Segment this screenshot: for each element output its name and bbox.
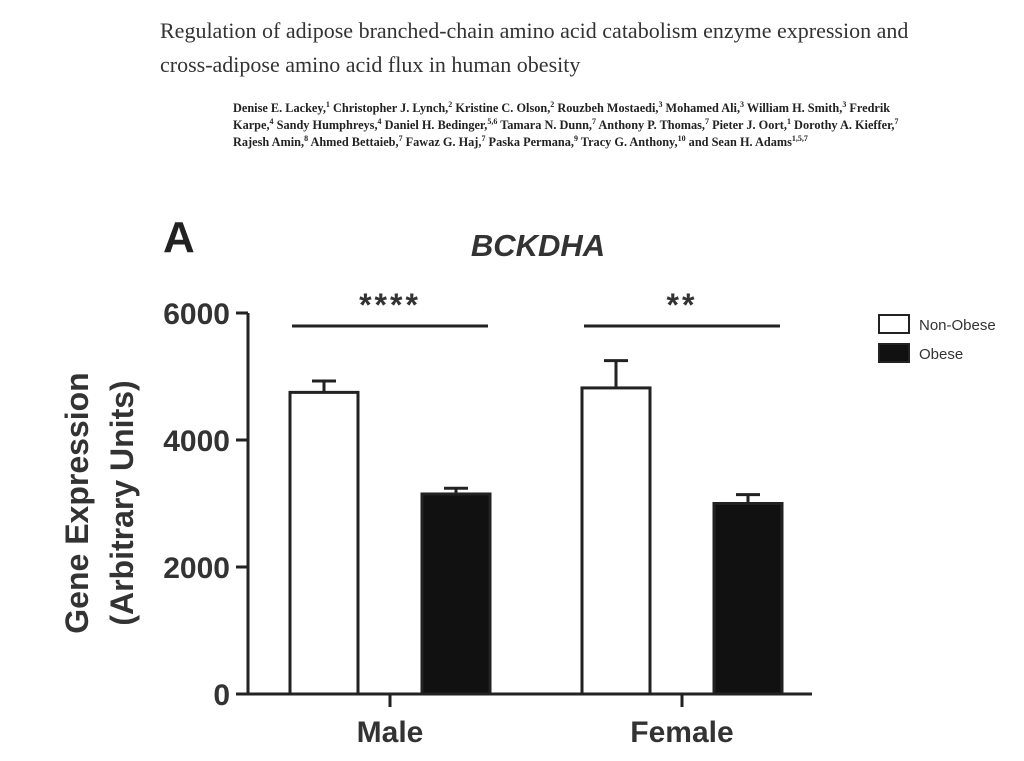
- author-name: William H. Smith,: [744, 101, 843, 115]
- bar-non-obese: [580, 386, 652, 696]
- bar-non-obese: [288, 390, 360, 696]
- author-name: Denise E. Lackey,: [233, 101, 326, 115]
- author-affiliation: 8: [304, 133, 309, 143]
- author-affiliation: 1,5,7: [791, 133, 808, 143]
- author-affiliation: 9: [573, 133, 578, 143]
- y-tick-label: 4000: [163, 425, 230, 458]
- author-affiliation: 10: [677, 133, 686, 143]
- significance-label: **: [667, 287, 698, 323]
- legend-label: Non-Obese: [919, 317, 996, 334]
- paper-title: Regulation of adipose branched-chain ami…: [160, 18, 909, 77]
- author-affiliation: 4: [377, 116, 382, 126]
- author-affiliation: 2: [448, 99, 453, 109]
- legend-label: Obese: [919, 346, 963, 363]
- author-name: Dorothy A. Kieffer,: [790, 118, 895, 132]
- y-axis-label: Gene Expression (Arbitrary Units): [59, 372, 140, 633]
- y-tick-label: 0: [213, 679, 230, 712]
- author-affiliation: 7: [592, 116, 596, 126]
- bar-obese: [420, 492, 492, 696]
- y-axis-label-line2: (Arbitrary Units): [104, 380, 140, 625]
- author-name: Ahmed Bettaieb,: [308, 135, 399, 149]
- author-name: Mohamed Ali,: [662, 101, 741, 115]
- author-name: Kristine C. Olson,: [452, 101, 551, 115]
- author-affiliation: 3: [740, 99, 745, 109]
- author-name: Christopher J. Lynch,: [329, 101, 449, 115]
- author-name: Tamara N. Dunn,: [497, 118, 592, 132]
- author-name: Paska Permana,: [485, 135, 574, 149]
- author-affiliation: 4: [269, 116, 274, 126]
- x-tick-label: Female: [630, 716, 733, 749]
- author-affiliation: 7: [705, 116, 710, 126]
- bar-chart: A BCKDHA Gene Expression (Arbitrary Unit…: [59, 213, 996, 749]
- y-tick-label: 2000: [163, 552, 230, 585]
- author-name: Rajesh Amin,: [233, 135, 305, 149]
- significance-label: ****: [359, 287, 421, 323]
- author-affiliation: 1: [786, 116, 791, 126]
- author-affiliation: 5,6: [487, 116, 498, 126]
- author-affiliation: 7: [894, 116, 899, 126]
- author-name: Fredrik Karpe,: [233, 101, 891, 132]
- legend-swatch: [878, 314, 910, 334]
- author-name: Daniel H. Bedinger,: [381, 118, 488, 132]
- x-tick-label: Male: [357, 716, 424, 749]
- author-affiliation: 7: [398, 133, 403, 143]
- author-affiliation: 7: [481, 133, 486, 143]
- y-tick-label: 6000: [163, 298, 230, 331]
- bar-obese: [712, 502, 784, 696]
- author-list: Denise E. Lackey,1 Christopher J. Lynch,…: [233, 100, 913, 151]
- author-name: Fawaz G. Haj,: [402, 135, 482, 149]
- legend: Non-Obese Obese: [878, 314, 996, 363]
- author-name: and Sean H. Adams: [685, 135, 792, 149]
- author-affiliation: 1: [325, 99, 330, 109]
- legend-swatch: [878, 343, 910, 363]
- author-affiliation: 2: [550, 99, 555, 109]
- chart-title: BCKDHA: [471, 228, 605, 263]
- y-axis-label-line1: Gene Expression: [59, 372, 95, 633]
- panel-label: A: [163, 213, 195, 262]
- author-name: Rouzbeh Mostaedi,: [554, 101, 659, 115]
- chart-marks: **** **: [288, 287, 784, 696]
- author-name: Anthony P. Thomas,: [596, 118, 706, 132]
- author-name: Pieter J. Oort,: [709, 118, 787, 132]
- author-affiliation: 3: [658, 99, 663, 109]
- author-name: Sandy Humphreys,: [273, 118, 378, 132]
- author-name: Tracy G. Anthony,: [577, 135, 678, 149]
- author-affiliation: 3: [842, 99, 847, 109]
